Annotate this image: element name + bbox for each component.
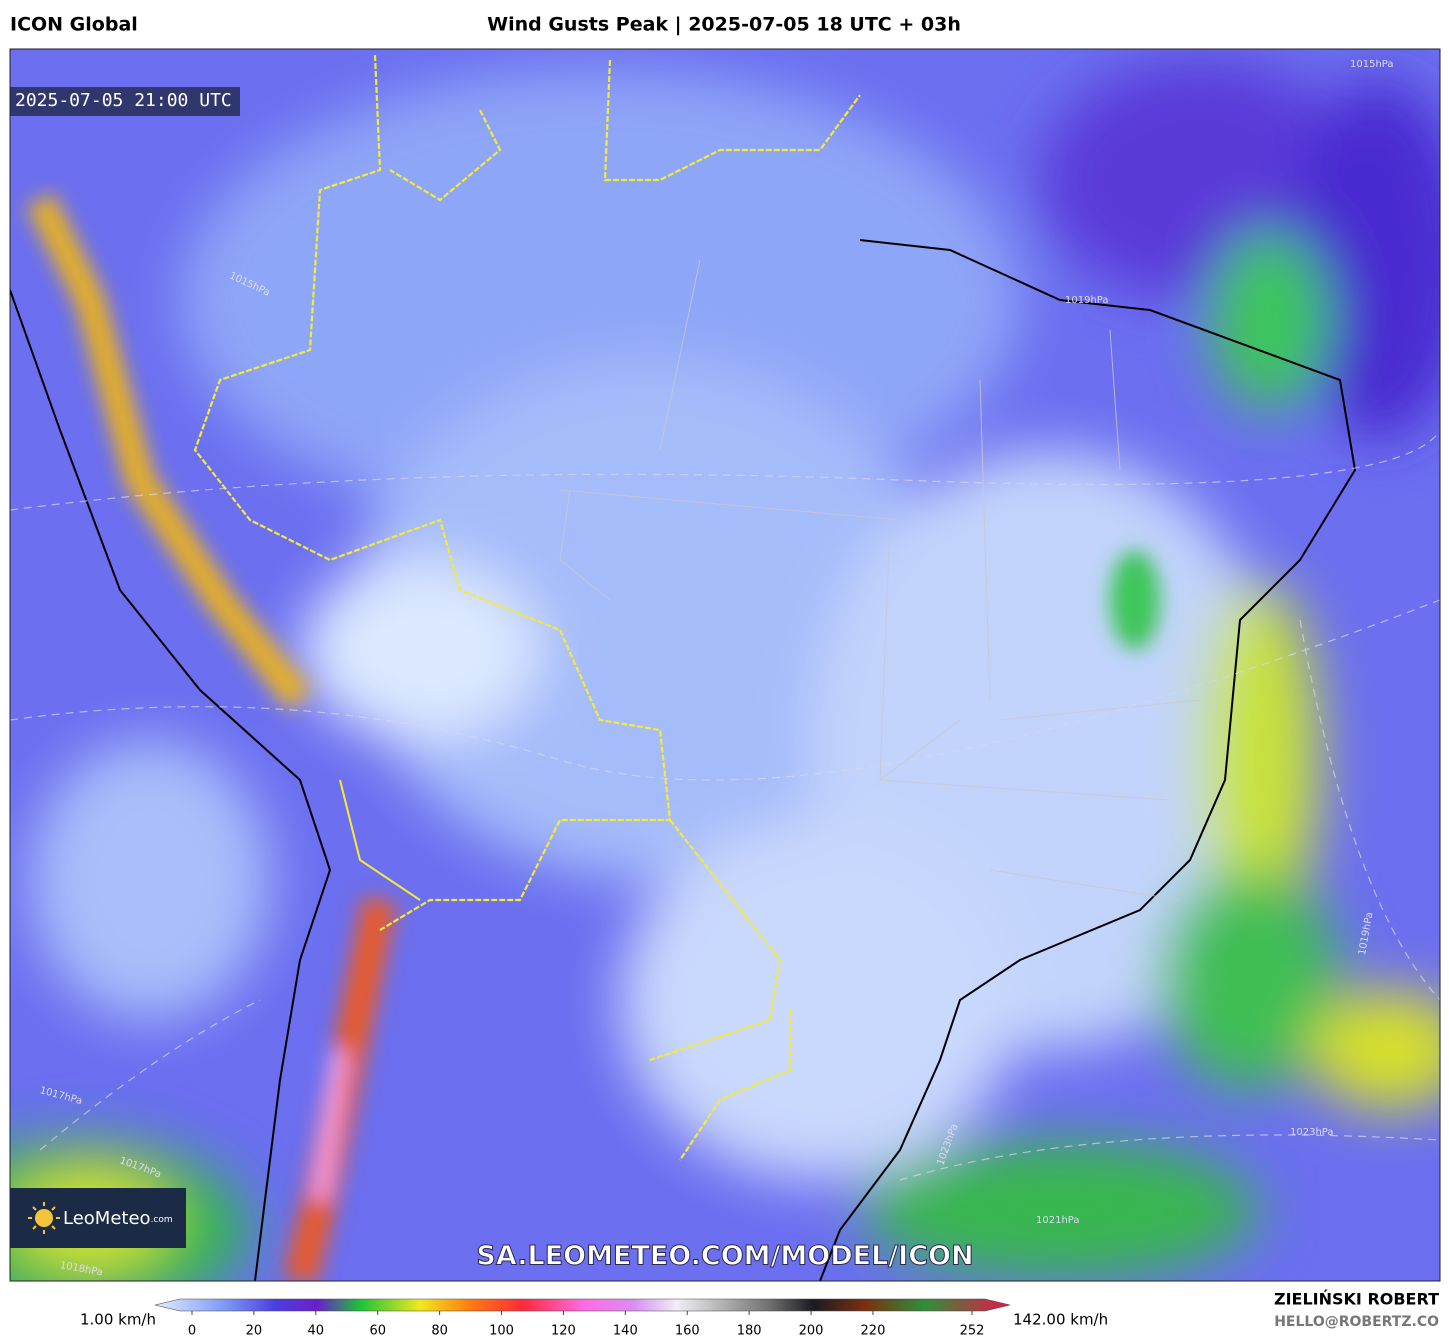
colorbar-tick-label: 220 xyxy=(861,1324,886,1338)
colorbar-tick-label: 160 xyxy=(675,1324,700,1338)
logo-suffix: .com xyxy=(151,1215,173,1225)
author: ZIELIŃSKI ROBERT xyxy=(1274,1290,1439,1309)
time-box xyxy=(10,87,240,116)
colorbar-tick-label: 0 xyxy=(188,1324,196,1338)
logo-name: LeoMeteo.com xyxy=(63,1208,173,1229)
colorbar-tick-label: 120 xyxy=(551,1324,576,1338)
map: 1015hPa1015hPa1017hPa1019hPa1023hPa1023h… xyxy=(10,49,1440,1281)
logo-text: LeoMeteo xyxy=(63,1208,151,1229)
colorbar-tick-label: 252 xyxy=(960,1324,985,1338)
isobar-label: 1021hPa xyxy=(1036,1215,1080,1226)
email: HELLO@ROBERTZ.CO xyxy=(1274,1314,1439,1330)
isobar-label: 1019hPa xyxy=(1065,295,1109,306)
isobar-label: 1023hPa xyxy=(1290,1127,1334,1138)
map-title: Wind Gusts Peak | 2025-07-05 18 UTC + 03… xyxy=(487,14,961,36)
model-name: ICON Global xyxy=(10,14,138,36)
colorbar-tick-label: 40 xyxy=(308,1324,325,1338)
colorbar xyxy=(154,1298,1011,1312)
colorbar-tick-label: 140 xyxy=(613,1324,638,1338)
colorbar-tick-label: 100 xyxy=(489,1324,514,1338)
colorbar-min-label: 1.00 km/h xyxy=(80,1311,156,1329)
valid-time: 2025-07-05 21:00 UTC xyxy=(15,90,232,111)
colorbar-tick-label: 200 xyxy=(799,1324,824,1338)
colorbar-tick-label: 60 xyxy=(369,1324,386,1338)
colorbar-tick-label: 180 xyxy=(737,1324,762,1338)
colorbar-max-label: 142.00 km/h xyxy=(1013,1311,1108,1329)
colorbar-tick-label: 80 xyxy=(431,1324,448,1338)
colorbar-tick-label: 20 xyxy=(246,1324,263,1338)
isobar-label: 1015hPa xyxy=(1350,59,1394,70)
watermark: SA.LEOMETEO.COM/MODEL/ICON xyxy=(476,1241,973,1272)
logo-sun xyxy=(28,1202,60,1234)
